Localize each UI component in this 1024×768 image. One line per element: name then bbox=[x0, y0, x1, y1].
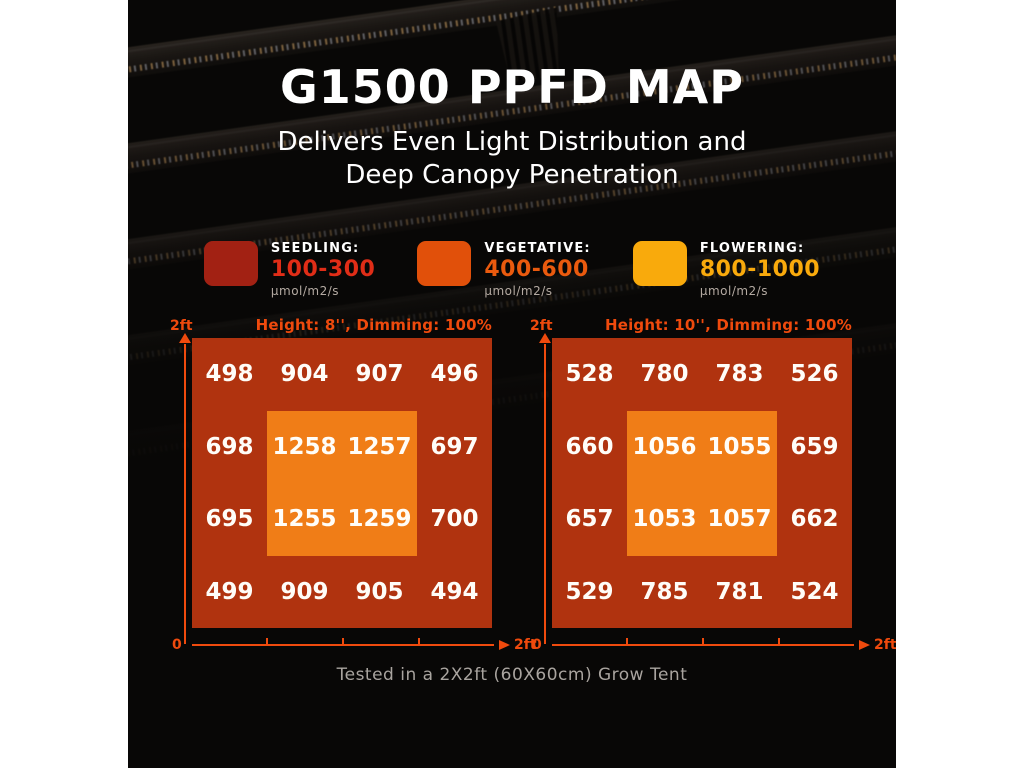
heatmap-inner-zone bbox=[627, 410, 777, 556]
y-axis-max-label: 2ft bbox=[170, 318, 193, 334]
ppfd-value: 524 bbox=[790, 578, 839, 605]
ppfd-value: 496 bbox=[430, 361, 479, 388]
ppfd-value: 657 bbox=[565, 506, 614, 533]
x-axis bbox=[552, 638, 870, 650]
map-title: Height: 10'', Dimming: 100% bbox=[604, 316, 852, 334]
page-subtitle: Delivers Even Light Distribution and Dee… bbox=[128, 126, 896, 192]
origin-label: 0 bbox=[172, 637, 182, 653]
legend-unit: μmol/m2/s bbox=[699, 284, 768, 298]
ppfd-poster: G1500 PPFD MAP Delivers Even Light Distr… bbox=[128, 0, 896, 768]
y-axis bbox=[184, 344, 212, 644]
legend-item-flowering: FLOWERING: 800-1000 μmol/m2/s bbox=[632, 241, 821, 298]
ppfd-value: 783 bbox=[715, 361, 764, 388]
subtitle-line-2: Deep Canopy Penetration bbox=[345, 160, 679, 190]
seedling-swatch bbox=[203, 241, 258, 286]
x-axis-arrow-icon bbox=[859, 640, 870, 650]
heatmap-grid: 528 780 783 526 660 1056 1055 659 657 1053 1057 662… bbox=[552, 338, 852, 628]
legend-label: VEGETATIVE: bbox=[484, 241, 591, 256]
ppfd-value: 905 bbox=[355, 578, 404, 605]
ppfd-value: 780 bbox=[640, 361, 689, 388]
ppfd-map-8in: Height: 8'', Dimming: 100% 2ft 498 904 907… bbox=[164, 312, 546, 664]
legend-range: 400-600 bbox=[484, 257, 589, 282]
x-axis-tick bbox=[418, 638, 420, 644]
ppfd-value: 1259 bbox=[347, 506, 412, 533]
ppfd-value: 1255 bbox=[272, 506, 337, 533]
ppfd-value: 526 bbox=[790, 361, 839, 388]
legend-unit: μmol/m2/s bbox=[270, 284, 340, 298]
y-axis bbox=[544, 344, 572, 644]
ppfd-value: 1258 bbox=[272, 433, 337, 460]
ppfd-values-grid: 498 904 907 496 698 1258 1257 697 695 1255 1259 700… bbox=[192, 338, 492, 628]
ppfd-values-grid: 528 780 783 526 660 1056 1055 659 657 1053 1057 662… bbox=[552, 338, 852, 628]
x-axis bbox=[192, 638, 510, 650]
ppfd-value: 698 bbox=[205, 433, 254, 460]
ppfd-value: 660 bbox=[565, 433, 614, 460]
ppfd-value: 1056 bbox=[632, 433, 697, 460]
headline-block: G1500 PPFD MAP Delivers Even Light Distr… bbox=[128, 60, 896, 192]
test-conditions-caption: Tested in a 2X2ft (60X60cm) Grow Tent bbox=[336, 665, 688, 685]
heatmap-inner-zone bbox=[267, 410, 417, 556]
ppfd-value: 700 bbox=[430, 506, 479, 533]
ppfd-legend: SEEDLING: 100-300 μmol/m2/s VEGETATIVE: … bbox=[128, 241, 896, 298]
x-axis-tick bbox=[702, 638, 704, 644]
legend-range: 100-300 bbox=[270, 257, 376, 282]
ppfd-value: 494 bbox=[430, 578, 479, 605]
vegetative-swatch bbox=[417, 241, 472, 286]
ppfd-value: 785 bbox=[640, 578, 689, 605]
x-axis-tick bbox=[266, 638, 268, 644]
legend-label: FLOWERING: bbox=[699, 241, 805, 256]
ppfd-value: 499 bbox=[205, 578, 254, 605]
y-axis-arrow-icon bbox=[539, 333, 551, 343]
legend-label: SEEDLING: bbox=[270, 241, 360, 256]
map-title: Height: 8'', Dimming: 100% bbox=[255, 316, 492, 334]
legend-unit: μmol/m2/s bbox=[484, 284, 553, 298]
ppfd-value: 907 bbox=[355, 361, 404, 388]
origin-label: 0 bbox=[532, 637, 542, 653]
ppfd-value: 498 bbox=[205, 361, 254, 388]
ppfd-value: 1055 bbox=[707, 433, 772, 460]
ppfd-value: 697 bbox=[430, 433, 479, 460]
x-axis-arrow-icon bbox=[499, 640, 510, 650]
ppfd-value: 909 bbox=[280, 578, 329, 605]
ppfd-value: 781 bbox=[715, 578, 764, 605]
ppfd-value: 1257 bbox=[347, 433, 412, 460]
legend-item-seedling: SEEDLING: 100-300 μmol/m2/s bbox=[203, 241, 376, 298]
x-axis-tick bbox=[626, 638, 628, 644]
ppfd-value: 695 bbox=[205, 506, 254, 533]
ppfd-value: 659 bbox=[790, 433, 839, 460]
ppfd-value: 528 bbox=[565, 361, 614, 388]
ppfd-value: 904 bbox=[280, 361, 329, 388]
ppfd-map-10in: Height: 10'', Dimming: 100% 2ft 528 780 78… bbox=[524, 312, 896, 664]
x-axis-max-label: 2ft bbox=[874, 637, 896, 653]
ppfd-value: 1053 bbox=[632, 506, 697, 533]
x-axis-tick bbox=[342, 638, 344, 644]
legend-item-vegetative: VEGETATIVE: 400-600 μmol/m2/s bbox=[417, 241, 590, 298]
heatmap-grid: 498 904 907 496 698 1258 1257 697 695 1255 1259 700… bbox=[192, 338, 492, 628]
flowering-swatch bbox=[632, 241, 687, 286]
x-axis-tick bbox=[778, 638, 780, 644]
x-axis-max-label: 2ft bbox=[514, 637, 537, 653]
legend-range: 800-1000 bbox=[699, 257, 821, 282]
page-title: G1500 PPFD MAP bbox=[280, 60, 744, 114]
y-axis-arrow-icon bbox=[179, 333, 191, 343]
ppfd-value: 1057 bbox=[707, 506, 772, 533]
ppfd-value: 662 bbox=[790, 506, 839, 533]
y-axis-max-label: 2ft bbox=[530, 318, 553, 334]
subtitle-line-1: Delivers Even Light Distribution and bbox=[277, 127, 747, 157]
ppfd-value: 529 bbox=[565, 578, 614, 605]
